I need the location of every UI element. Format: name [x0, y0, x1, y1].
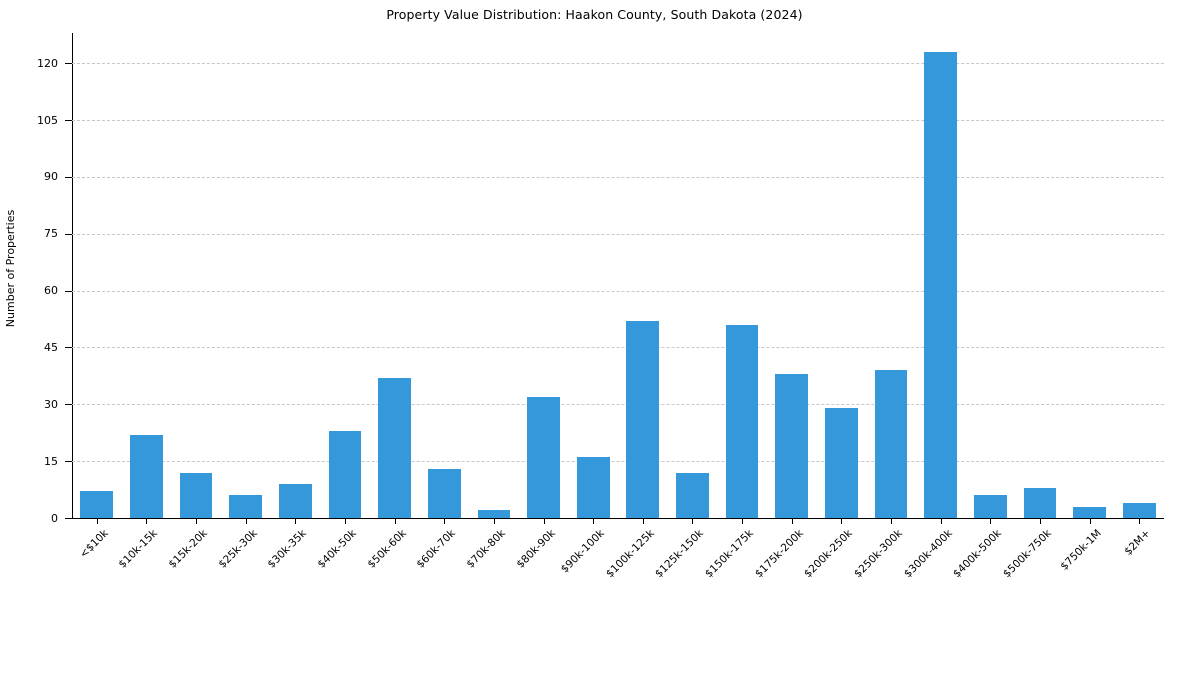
y-tick-label: 30 — [44, 397, 58, 411]
bar[interactable] — [80, 491, 114, 518]
x-tick-mark — [990, 518, 992, 524]
gridline — [72, 290, 1164, 292]
gridlines — [72, 33, 1164, 518]
y-tick-mark — [65, 404, 72, 406]
y-tick-mark — [65, 347, 72, 349]
x-tick-mark — [791, 518, 793, 524]
chart-figure: Property Value Distribution: Haakon Coun… — [4, 7, 1164, 581]
x-tick-mark — [1139, 518, 1141, 524]
x-tick-mark — [493, 518, 495, 524]
x-tick-mark — [394, 518, 396, 524]
x-tick-mark — [1089, 518, 1091, 524]
x-tick-mark — [345, 518, 346, 524]
gridline — [72, 461, 1164, 463]
x-tick-mark — [96, 518, 98, 524]
y-tick-label: 45 — [44, 340, 58, 354]
y-tick-label: 0 — [51, 511, 58, 525]
x-tick-mark — [196, 518, 198, 524]
gridline — [72, 404, 1164, 406]
bar[interactable] — [130, 434, 163, 518]
y-tick-label: 90 — [44, 170, 58, 184]
y-tick-label: 105 — [37, 113, 58, 127]
bar[interactable] — [278, 483, 312, 518]
bar[interactable] — [1023, 487, 1057, 518]
bar[interactable] — [775, 374, 809, 518]
x-tick-mark — [146, 518, 148, 524]
plot-area — [72, 33, 1164, 518]
x-tick-mark — [742, 518, 744, 524]
bar[interactable] — [1122, 502, 1156, 518]
bar[interactable] — [477, 510, 511, 518]
bar[interactable] — [725, 324, 759, 518]
y-axis-line — [72, 33, 73, 518]
x-tick-mark — [245, 518, 247, 524]
y-tick-mark — [65, 63, 72, 65]
y-tick-mark — [65, 233, 72, 235]
bar[interactable] — [427, 468, 461, 518]
x-tick-mark — [841, 518, 843, 524]
y-tick-label: 120 — [37, 56, 58, 70]
bar[interactable] — [824, 408, 858, 518]
bar[interactable] — [576, 457, 610, 518]
gridline — [72, 63, 1164, 65]
x-tick-mark — [1039, 518, 1041, 524]
bar[interactable] — [179, 472, 213, 518]
bar[interactable] — [328, 430, 362, 518]
x-axis-line — [72, 518, 1164, 519]
bar[interactable] — [626, 320, 660, 518]
x-tick-mark — [891, 518, 892, 524]
x-tick-label: <$10k — [77, 527, 111, 561]
x-tick-mark — [692, 518, 694, 524]
x-tick-mark — [593, 518, 595, 524]
y-tick-label: 75 — [44, 227, 58, 241]
gridline — [72, 176, 1164, 178]
bar[interactable] — [676, 472, 709, 518]
bar[interactable] — [229, 495, 263, 518]
gridline — [72, 233, 1164, 235]
y-tick-mark — [65, 120, 72, 122]
y-tick-mark — [65, 518, 72, 519]
chart-title: Property Value Distribution: Haakon Coun… — [386, 7, 803, 22]
x-tick-mark — [295, 518, 297, 524]
x-tick-mark — [444, 518, 446, 524]
y-axis-label: Number of Properties — [4, 209, 17, 328]
x-tick-mark — [642, 518, 644, 524]
x-tick-mark — [543, 518, 545, 524]
bars-group — [72, 33, 1164, 518]
bar[interactable] — [378, 377, 411, 518]
bar[interactable] — [924, 51, 957, 518]
y-tick-mark — [65, 176, 72, 178]
y-tick-mark — [65, 461, 72, 463]
gridline — [72, 120, 1164, 122]
bar[interactable] — [874, 370, 908, 518]
bar[interactable] — [973, 495, 1007, 518]
y-tick-label: 15 — [44, 454, 58, 468]
gridline — [72, 347, 1164, 349]
y-tick-label: 60 — [44, 284, 58, 298]
bar[interactable] — [527, 396, 560, 518]
y-tick-mark — [65, 290, 72, 292]
bar[interactable] — [1073, 506, 1106, 518]
x-tick-mark — [940, 518, 942, 524]
